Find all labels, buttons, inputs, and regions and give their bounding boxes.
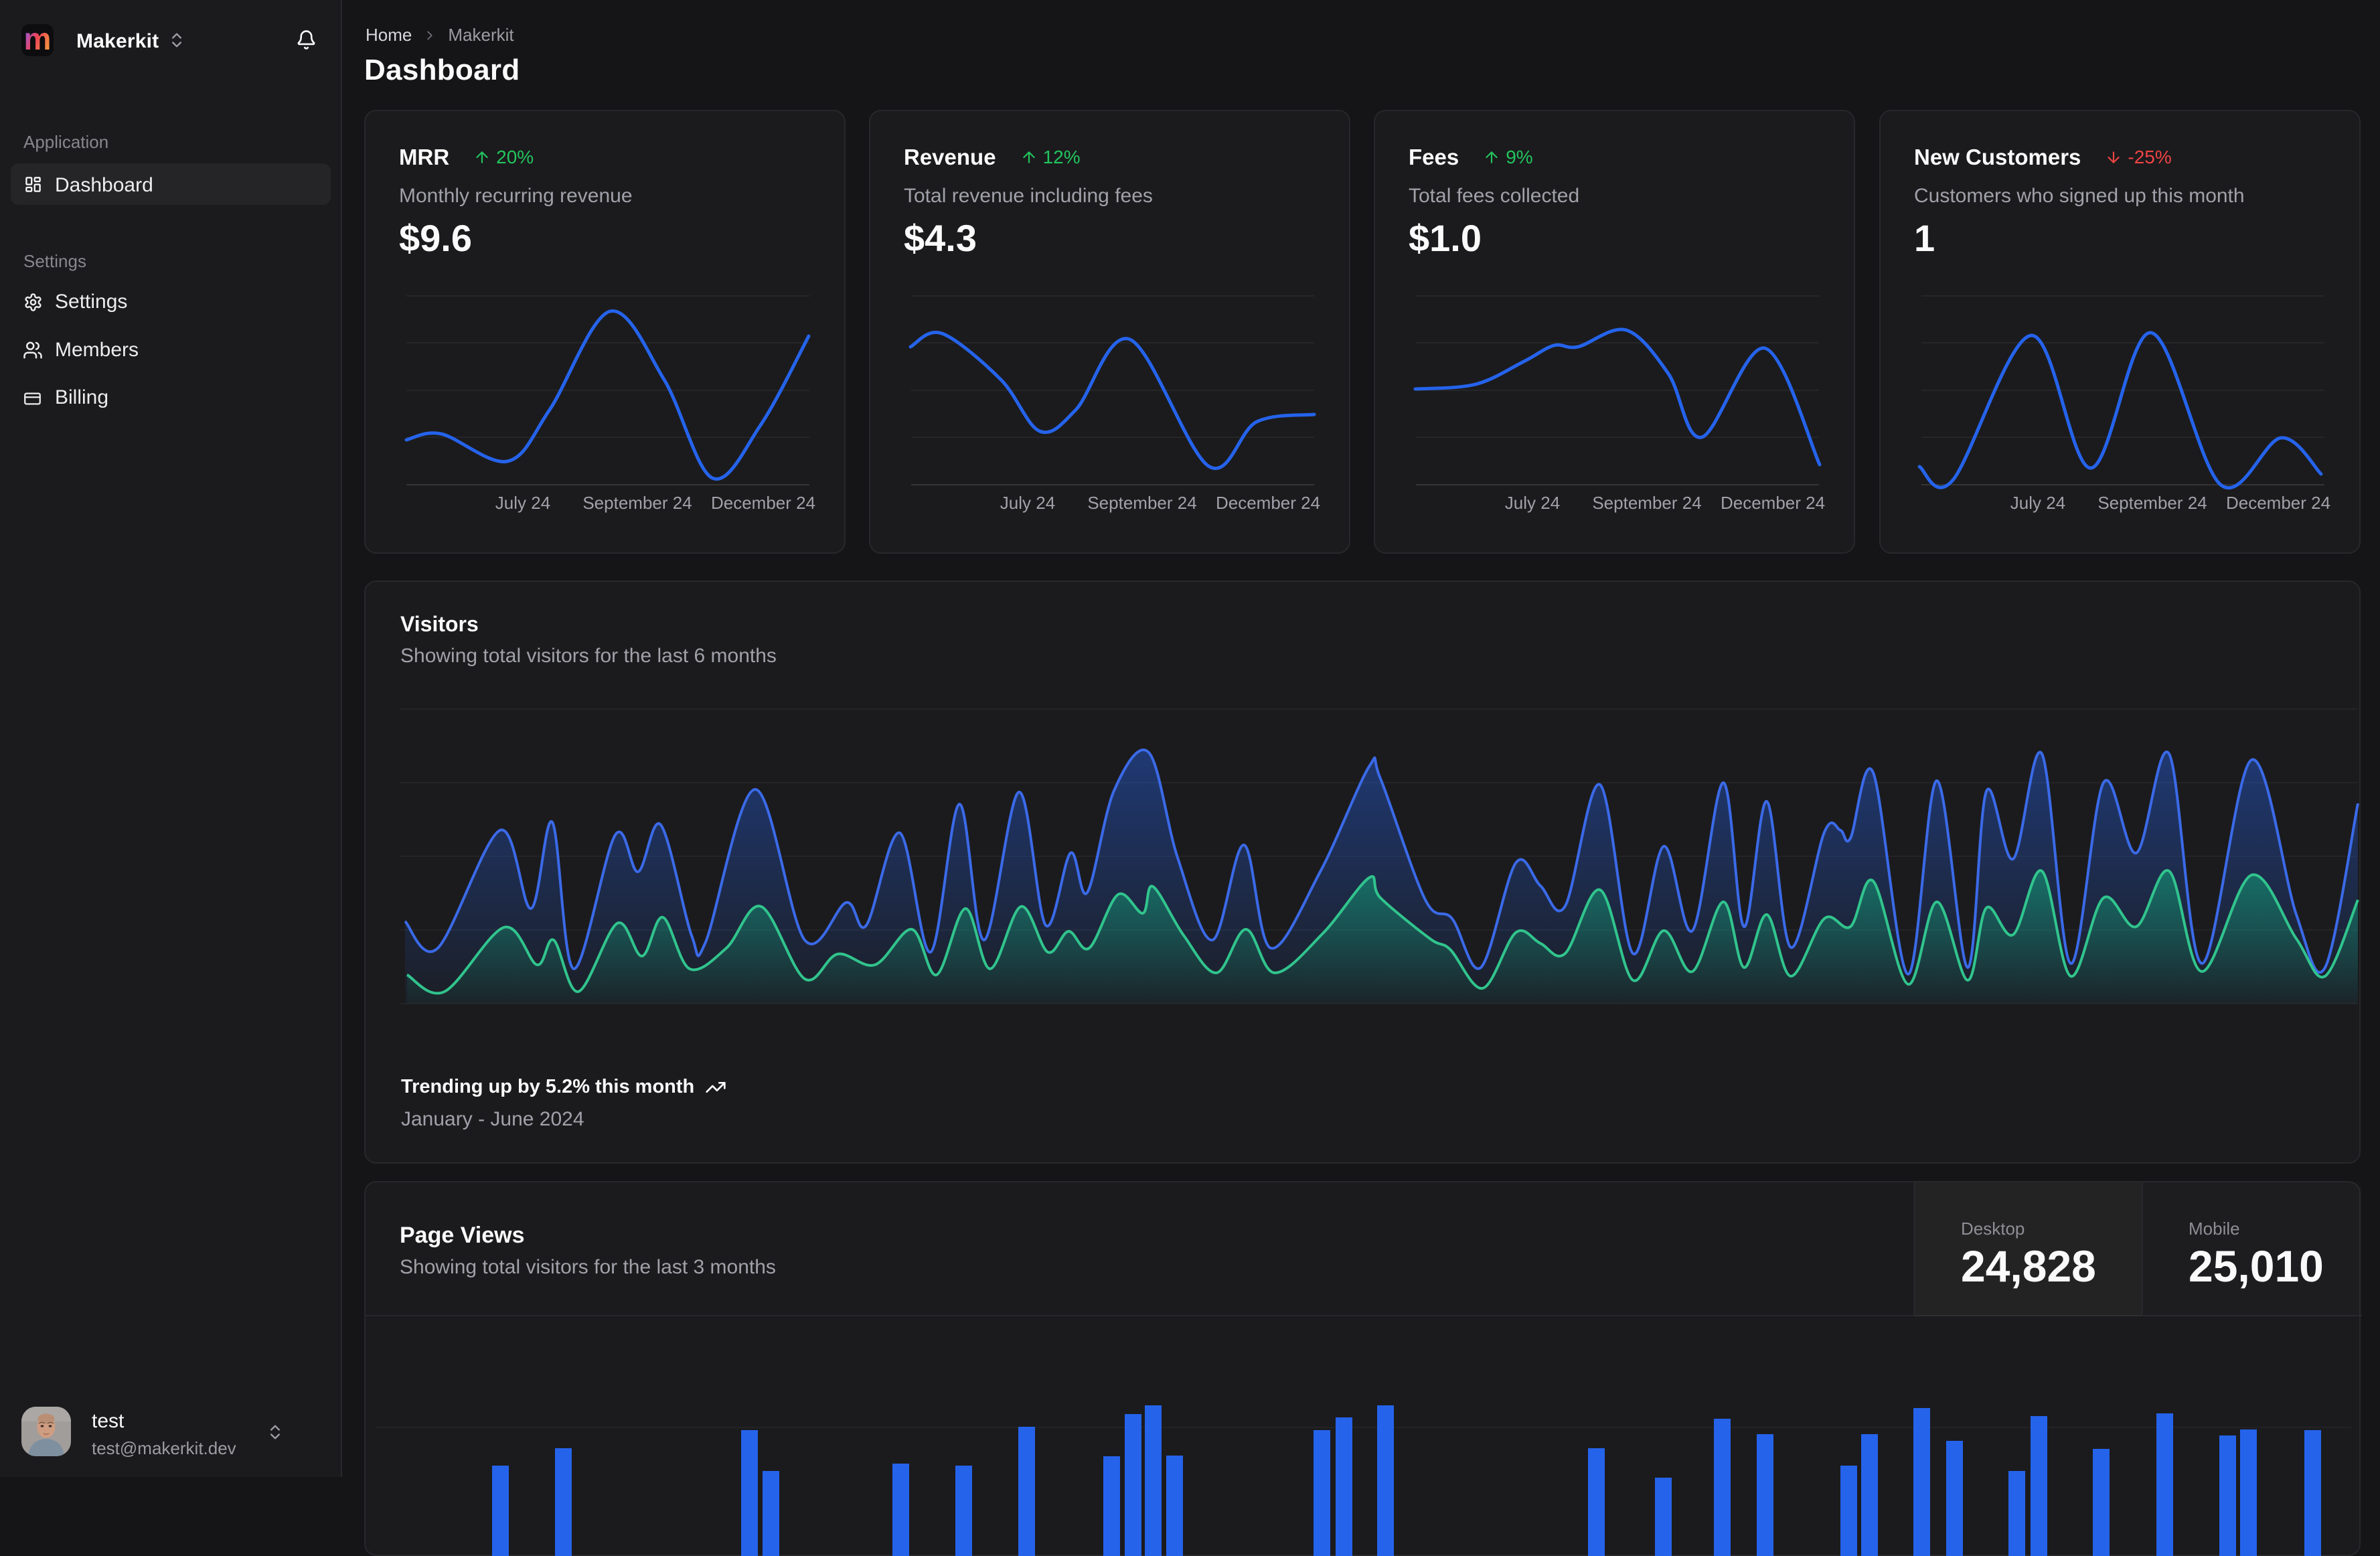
svg-text:m: m [24, 24, 52, 56]
